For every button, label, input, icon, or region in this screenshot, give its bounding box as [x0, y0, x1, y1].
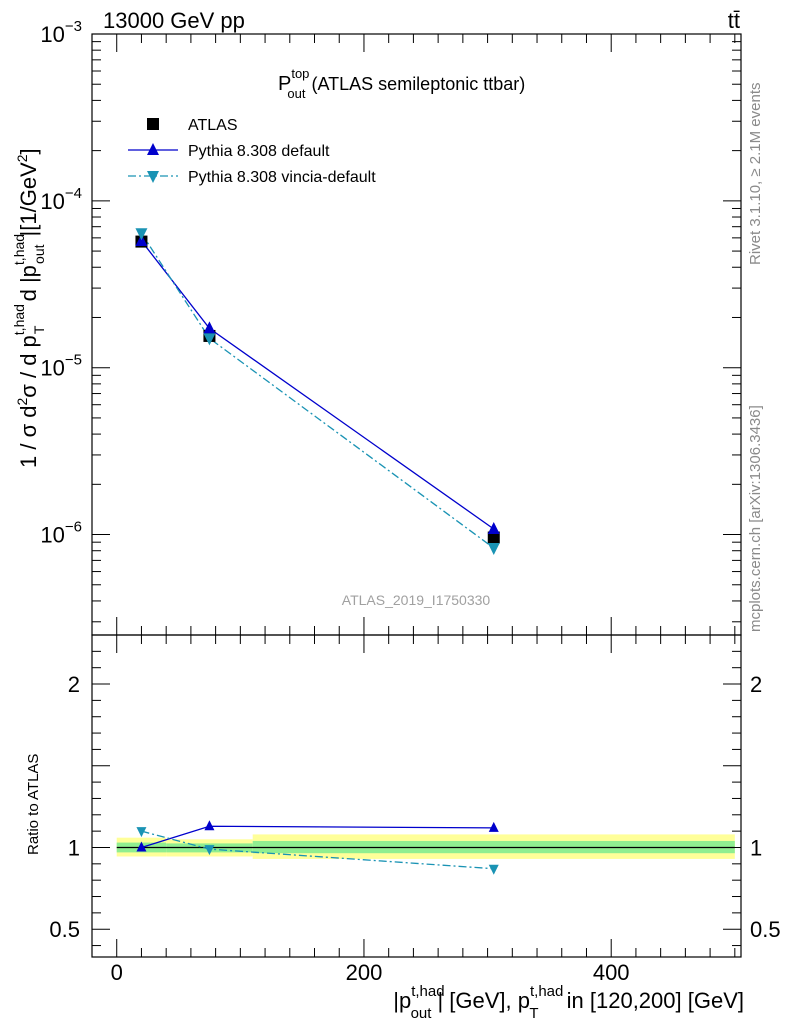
ratio-y-tick-label-right: 1 [750, 835, 762, 860]
ratio-uncertainty-bands [116, 834, 735, 859]
ratio-frame [91, 634, 742, 958]
main-series-markers [135, 228, 500, 556]
ratio-y-tick-labels: 2 2 1 1 0.5 0.5 [49, 672, 780, 942]
main-y-tick-label: 10−6 [40, 519, 82, 548]
x-tick-label: 200 [346, 960, 383, 985]
ratio-y-tick-label: 2 [68, 672, 80, 697]
mcplots-label: mcplots.cern.ch [arXiv:1306.3436] [747, 405, 764, 632]
main-y-tick-label: 10−3 [40, 18, 82, 47]
ratio-point-0 [204, 820, 215, 831]
plot-title-rest: (ATLAS semileptonic ttbar) [312, 74, 526, 94]
plot-title: Ptop out (ATLAS semileptonic ttbar) [278, 66, 525, 101]
main-point-2 [135, 228, 148, 241]
legend-label: ATLAS [188, 117, 238, 134]
main-point-1 [487, 521, 500, 534]
ratio-axis-ticks [91, 635, 741, 957]
legend-marker [147, 171, 159, 183]
legend: ATLAS Pythia 8.308 default Pythia 8.308 vi… [128, 117, 376, 186]
plot-title-sup: top [291, 66, 309, 81]
ratio-y-tick-label: 1 [68, 835, 80, 860]
legend-marker [147, 143, 159, 155]
x-tick-label: 400 [593, 960, 630, 985]
main-point-1 [203, 321, 216, 334]
ratio-x-tick-labels: 0 200 400 [111, 960, 630, 985]
main-y-tick-label: 10−4 [40, 185, 82, 214]
main-y-tick-labels: 10−3 10−4 10−5 10−6 [40, 18, 82, 548]
ratio-point-0 [488, 821, 499, 832]
rivet-label: Rivet 3.1.10, ≥ 2.1M events [747, 83, 764, 266]
ratio-point-0 [136, 841, 147, 852]
main-series-line-2 [140, 232, 495, 549]
process-label: tt̄ [728, 8, 740, 33]
ratio-series-markers [136, 820, 499, 875]
main-axis-ticks [91, 33, 741, 635]
analysis-watermark: ATLAS_2019_I1750330 [342, 592, 491, 608]
main-point-2 [487, 543, 500, 556]
main-series-lines [140, 232, 495, 549]
plot-title-main: P [278, 73, 291, 95]
energy-label: 13000 GeV pp [103, 8, 245, 33]
ratio-y-tick-label: 0.5 [49, 917, 80, 942]
x-axis-label: |pt,had out| [GeV], pt,had T in [120,200] … [393, 983, 744, 1022]
main-point-2 [203, 333, 216, 346]
plot-title-sub: out [287, 86, 305, 101]
legend-label: Pythia 8.308 default [188, 143, 330, 160]
ratio-point-1 [204, 845, 215, 856]
legend-label: Pythia 8.308 vincia-default [188, 169, 376, 186]
ratio-y-tick-label-right: 0.5 [750, 917, 781, 942]
ratio-y-axis-label: Ratio to ATLAS [25, 754, 42, 855]
ratio-point-1 [136, 827, 147, 838]
ratio-point-1 [488, 864, 499, 875]
ratio-y-tick-label-right: 2 [750, 672, 762, 697]
legend-marker [147, 118, 159, 130]
main-y-axis-label: 1 / σ d2σ / d pt,had T d |pt,had out|[1/Ge… [11, 148, 47, 468]
ratio-panel: 2 2 1 1 0.5 0.5 0 200 400 Ratio to ATLAS |pt,ha… [25, 634, 781, 1022]
main-series-line-1 [140, 240, 495, 530]
x-tick-label: 0 [111, 960, 123, 985]
main-point-0 [487, 531, 500, 544]
main-y-tick-label: 10−5 [40, 352, 82, 381]
main-panel: 10−3 10−4 10−5 10−6 Ptop out (ATLAS semilepto… [11, 18, 742, 636]
